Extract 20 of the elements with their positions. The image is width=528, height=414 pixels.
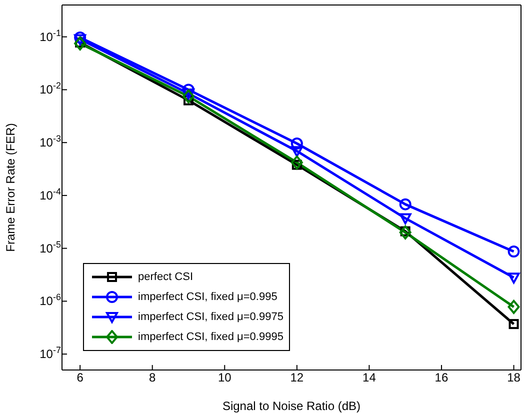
y-tick-label: 10$^{-3}$ — [40, 134, 61, 150]
y-tick-label: 10$^{-4}$ — [40, 186, 61, 202]
legend-label: perfect CSI — [138, 271, 194, 283]
y-tick-label: 10$^{-7}$ — [40, 345, 61, 362]
y-axis-title: Frame Error Rate (FER) — [3, 123, 18, 252]
x-tick-label: 16 — [434, 370, 448, 385]
y-tick-label: 10$^{-2}$ — [40, 80, 61, 97]
x-tick-label: 6 — [76, 370, 84, 385]
x-tick-label: 14 — [362, 370, 376, 385]
y-tick-label: 10$^{-1}$ — [40, 28, 61, 44]
x-tick-label: 12 — [290, 370, 304, 385]
legend-label: imperfect CSI, fixed μ=0.9995 — [138, 331, 284, 343]
y-tick-label: 10$^{-5}$ — [40, 239, 61, 256]
x-tick-label: 8 — [149, 370, 156, 385]
legend-label: imperfect CSI, fixed μ=0.995 — [138, 291, 278, 303]
x-tick-label: 18 — [507, 370, 521, 385]
x-tick-label: 10 — [218, 370, 232, 385]
legend-label: imperfect CSI, fixed μ=0.9975 — [138, 311, 284, 323]
y-tick-label: 10$^{-6}$ — [40, 292, 61, 308]
x-axis-title: Signal to Noise Ratio (dB) — [222, 399, 361, 413]
